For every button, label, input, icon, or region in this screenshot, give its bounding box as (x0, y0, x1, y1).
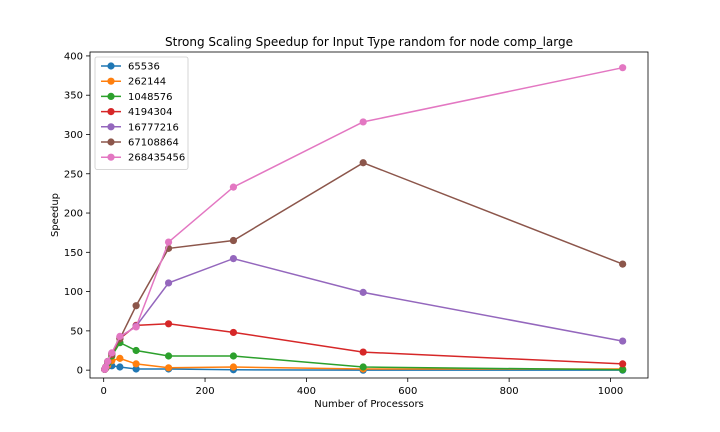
legend-item: 268435456 (101, 153, 185, 164)
legend-label: 16777216 (128, 122, 179, 133)
y-tick-label: 300 (64, 130, 83, 141)
x-tick-label: 800 (500, 386, 519, 397)
y-tick-label: 250 (64, 169, 83, 180)
y-tick-label: 50 (70, 326, 83, 337)
data-point (359, 288, 367, 296)
data-point (116, 332, 124, 340)
data-point (164, 279, 173, 287)
data-point (104, 357, 112, 366)
legend-swatch-marker (107, 92, 115, 100)
x-axis: 0 200 400 600 800 1000 (100, 378, 623, 397)
series-line (104, 323, 623, 370)
y-tick-label: 150 (64, 248, 83, 259)
data-point (132, 360, 140, 368)
data-point (619, 366, 627, 374)
series-line (104, 161, 623, 370)
legend-label: 4194304 (128, 107, 173, 118)
y-axis-label: Speedup (50, 193, 61, 237)
legend-label: 67108864 (128, 138, 179, 149)
data-point (132, 365, 140, 373)
legend-item: 16777216 (101, 122, 179, 133)
data-point (108, 349, 116, 357)
legend-label: 65536 (128, 62, 160, 73)
data-point (619, 360, 627, 368)
data-point (164, 238, 173, 246)
y-tick-label: 350 (64, 91, 83, 102)
data-point (229, 236, 238, 245)
data-point (164, 364, 173, 372)
data-point (359, 159, 367, 167)
data-point (164, 352, 173, 360)
y-tick-label: 200 (64, 209, 83, 220)
legend-item: 4194304 (101, 107, 173, 118)
data-point (229, 352, 238, 360)
data-point (359, 348, 367, 356)
y-tick-label: 400 (64, 51, 83, 62)
data-point (132, 302, 140, 310)
legend: 65536 262144 1048576 4194304 16777216 6710886… (94, 56, 189, 170)
data-point (229, 254, 238, 263)
plot-area (101, 64, 627, 374)
data-point (116, 363, 124, 371)
legend-item: 1048576 (101, 92, 173, 103)
y-axis: 0 50 100 150 200 250 300 350 400 (64, 51, 90, 377)
axes-frame (89, 51, 649, 379)
data-point (229, 183, 238, 191)
y-tick-label: 100 (64, 287, 83, 298)
data-point (229, 363, 238, 371)
series-268435456 (101, 64, 627, 373)
legend-item: 65536 (101, 62, 160, 73)
legend-label: 268435456 (128, 153, 185, 164)
data-point (164, 320, 173, 328)
x-tick-label: 200 (195, 386, 214, 397)
legend-swatch-marker (107, 108, 115, 116)
legend-swatch-marker (107, 153, 115, 161)
chart-title: Strong Scaling Speedup for Input Type ra… (165, 35, 573, 49)
legend-item: 262144 (101, 77, 166, 88)
data-point (619, 64, 627, 72)
x-tick-label: 600 (398, 386, 417, 397)
legend-swatch-marker (107, 62, 115, 70)
legend-swatch-marker (107, 123, 115, 131)
data-point (619, 337, 627, 345)
y-tick-label: 0 (77, 366, 83, 377)
data-point (619, 260, 627, 268)
data-point (359, 118, 367, 126)
legend-item: 67108864 (101, 138, 179, 149)
legend-label: 262144 (128, 77, 166, 88)
x-tick-label: 1000 (598, 386, 623, 397)
data-point (132, 346, 140, 355)
x-tick-label: 400 (297, 386, 316, 397)
x-tick-label: 0 (100, 386, 106, 397)
data-point (132, 323, 140, 331)
data-point (359, 363, 367, 371)
data-point (116, 354, 124, 362)
data-point (229, 328, 238, 337)
data-point (102, 363, 110, 371)
series-67108864 (101, 159, 627, 373)
legend-label: 1048576 (128, 92, 173, 103)
x-axis-label: Number of Processors (314, 399, 424, 410)
legend-swatch-marker (107, 77, 115, 85)
legend-swatch-marker (107, 138, 115, 146)
